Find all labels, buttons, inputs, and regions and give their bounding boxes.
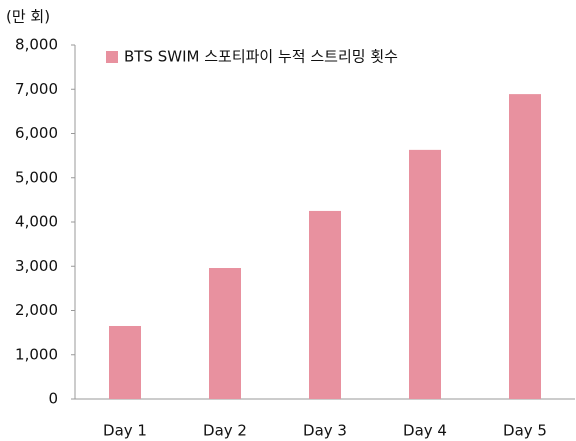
bar (209, 268, 241, 399)
x-tick-label: Day 5 (503, 422, 547, 440)
y-tick-label: 6,000 (15, 124, 58, 142)
legend-swatch (106, 51, 118, 63)
x-tick-label: Day 2 (203, 422, 247, 440)
y-tick-label: 4,000 (15, 213, 58, 231)
x-tick-label: Day 4 (403, 422, 447, 440)
bar (309, 210, 341, 399)
y-tick-label: 1,000 (15, 345, 58, 363)
y-tick-label: 3,000 (15, 257, 58, 275)
unit-label: (만 회) (6, 8, 50, 26)
bar (509, 94, 541, 400)
y-tick-label: 0 (48, 390, 58, 408)
bar (409, 149, 441, 399)
legend-label: BTS SWIM 스포티파이 누적 스트리밍 횟수 (124, 48, 398, 66)
x-tick-label: Day 1 (103, 422, 147, 440)
y-tick-label: 2,000 (15, 301, 58, 319)
x-tick-label: Day 3 (303, 422, 347, 440)
y-tick-label: 8,000 (15, 36, 58, 54)
bar (109, 325, 141, 399)
y-tick-label: 5,000 (15, 168, 58, 186)
y-tick-label: 7,000 (15, 80, 58, 98)
